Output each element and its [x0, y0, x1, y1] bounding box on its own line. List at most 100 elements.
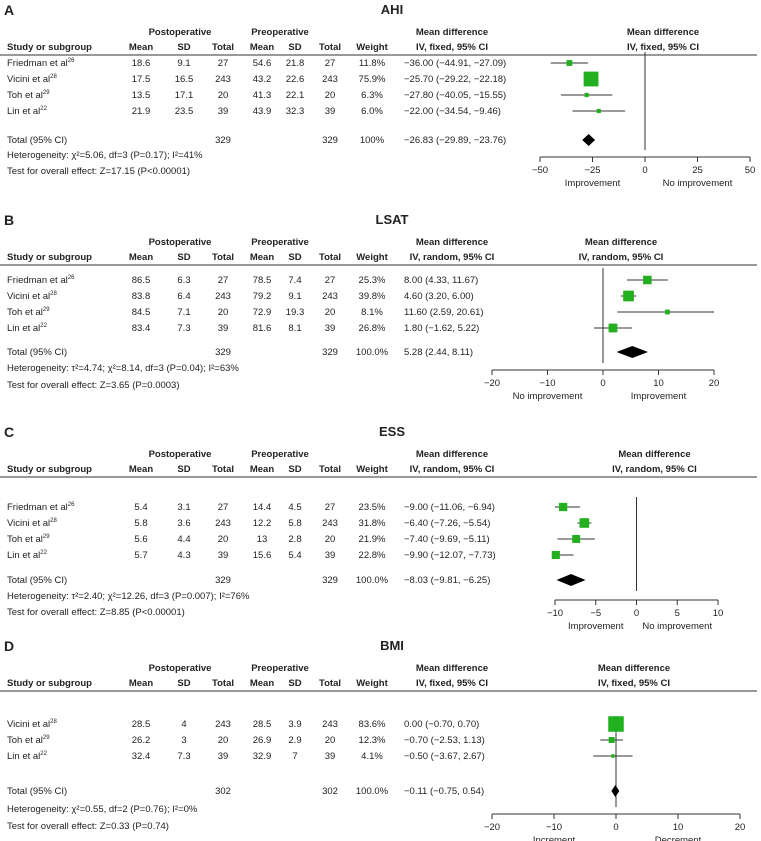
- panel-c-weight-marker: [572, 535, 581, 543]
- panel-a-total-ci: −26.83 (−29.89, −23.76): [404, 135, 506, 146]
- panel-b-ci-text: 4.60 (3.20, 6.00): [404, 291, 474, 302]
- panel-d-cell: 20: [218, 735, 229, 746]
- panel-a-x-tick-label: 25: [692, 165, 703, 176]
- panel-c-letter: C: [4, 424, 14, 440]
- panel-a-cell: 39: [218, 106, 229, 117]
- panel-b-weight-marker: [643, 275, 652, 285]
- panel-b-ci-text: 11.60 (2.59, 20.61): [404, 307, 484, 318]
- panel-a-cell: 243: [322, 74, 338, 85]
- panel-c-axis-left-label: Improvement: [568, 621, 624, 632]
- panel-c-cell: 2.8: [288, 534, 301, 545]
- panel-d-overall-effect: Test for overall effect: Z=0.33 (P=0.74): [7, 821, 169, 832]
- panel-a-study-ref: 28: [50, 74, 57, 80]
- panel-b-col-6: Total: [319, 252, 341, 263]
- panel-c-total-ci: −8.03 (−9.81, −6.25): [404, 575, 490, 586]
- panel-b-cell: 7.4: [288, 275, 301, 286]
- panel-c-md-subheader: IV, random, 95% CI: [410, 464, 495, 475]
- panel-c-cell: 20: [218, 534, 229, 545]
- panel-d-plot-subheader: IV, fixed, 95% CI: [598, 678, 670, 689]
- panel-a-cell: 39: [325, 106, 336, 117]
- panel-d-letter: D: [4, 638, 14, 654]
- panel-b-study-name: Lin et al22: [7, 323, 48, 334]
- panel-a-total-post: 329: [215, 135, 231, 146]
- panel-a-letter: A: [4, 2, 14, 18]
- panel-b-col-1: Mean: [129, 252, 153, 263]
- panel-d-col-5: SD: [288, 678, 301, 689]
- panel-a-study-name: Lin et al22: [7, 106, 48, 117]
- panel-a-cell: 22.6: [286, 74, 305, 85]
- panel-d-md-subheader: IV, fixed, 95% CI: [416, 678, 488, 689]
- panel-d-cell: 28.5: [132, 719, 151, 730]
- panel-a-overall-effect: Test for overall effect: Z=17.15 (P<0.00…: [7, 166, 190, 177]
- panel-a-study-name: Vicini et al28: [7, 74, 57, 85]
- panel-d-col-2: SD: [177, 678, 190, 689]
- panel-b-md-subheader: IV, random, 95% CI: [410, 252, 495, 263]
- panel-a-md-subheader: IV, fixed, 95% CI: [416, 42, 488, 53]
- panel-a-cell: 23.5: [175, 106, 194, 117]
- panel-d-col-6: Total: [319, 678, 341, 689]
- panel-a-cell: 6.0%: [361, 106, 383, 117]
- panel-d-cell: 3: [181, 735, 186, 746]
- panel-b-cell: 25.3%: [359, 275, 386, 286]
- panel-c-x-tick-label: 10: [713, 608, 724, 619]
- panel-b-md-header: Mean difference: [416, 237, 488, 248]
- panel-b-plot-subheader: IV, random, 95% CI: [579, 252, 664, 263]
- panel-c-study-ref: 29: [43, 534, 50, 540]
- panel-d-x-tick-label: 10: [673, 822, 684, 833]
- panel-d-col-4: Mean: [250, 678, 274, 689]
- panel-a-col-0: Study or subgroup: [7, 42, 92, 53]
- panel-d-cell: 28.5: [253, 719, 272, 730]
- panel-a-study-name: Friedman et al26: [7, 58, 75, 69]
- panel-a-cell: 20: [218, 90, 229, 101]
- panel-a-cell: 17.1: [175, 90, 194, 101]
- panel-c-x-tick-label: 5: [675, 608, 680, 619]
- panel-a-cell: 11.8%: [359, 58, 386, 69]
- panel-c-x-tick-label: 0: [634, 608, 639, 619]
- panel-a-col-2: SD: [177, 42, 190, 53]
- panel-d-total-ci: −0.11 (−0.75, 0.54): [404, 786, 484, 797]
- panel-d-cell: 32.9: [253, 751, 272, 762]
- panel-c-heterogeneity: Heterogeneity: τ²=2.40; χ²=12.26, df=3 (…: [7, 591, 250, 602]
- panel-c-col-4: Mean: [250, 464, 274, 475]
- panel-c-postop-header: Postoperative: [149, 449, 212, 460]
- panel-d-cell: 4.1%: [361, 751, 383, 762]
- panel-d-cell: 3.9: [288, 719, 301, 730]
- panel-b-cell: 83.4: [132, 323, 151, 334]
- panel-a-heterogeneity: Heterogeneity: χ²=5.06, df=3 (P=0.17); I…: [7, 150, 203, 161]
- panel-d-pooled-diamond: [611, 785, 620, 797]
- panel-d-total-label: Total (95% CI): [7, 786, 67, 797]
- panel-c-ci-text: −6.40 (−7.26, −5.54): [404, 518, 490, 529]
- panel-a-weight-marker: [596, 108, 601, 114]
- panel-d-total-pre: 302: [322, 786, 338, 797]
- panel-b-title: LSAT: [376, 212, 409, 227]
- panel-b-cell: 86.5: [132, 275, 151, 286]
- panel-a-col-4: Mean: [250, 42, 274, 53]
- panel-c-study-ref: 22: [40, 550, 47, 556]
- panel-b-axis-left-label: No improvement: [513, 391, 583, 402]
- panel-b-col-3: Total: [212, 252, 234, 263]
- panel-c-cell: 5.8: [288, 518, 301, 529]
- panel-b-study-ref: 26: [68, 275, 75, 281]
- panel-c-study-name: Friedman et al26: [7, 502, 75, 513]
- panel-c-col-2: SD: [177, 464, 190, 475]
- panel-b-heterogeneity: Heterogeneity: τ²=4.74; χ²=8.14, df=3 (P…: [7, 363, 239, 374]
- panel-a-x-tick-label: 50: [745, 165, 756, 176]
- panel-d-cell: 7: [292, 751, 297, 762]
- panel-a-study-ref: 26: [68, 58, 75, 64]
- panel-c-study-name: Toh et al29: [7, 534, 50, 545]
- panel-c-cell: 39: [325, 550, 336, 561]
- panel-d-cell: 243: [322, 719, 338, 730]
- panel-b-postop-header: Postoperative: [149, 237, 212, 248]
- panel-c-cell: 4.4: [177, 534, 190, 545]
- panel-c-study-name: Lin et al22: [7, 550, 48, 561]
- panel-d-cell: 39: [218, 751, 229, 762]
- panel-b-axis-right-label: Improvement: [631, 391, 687, 402]
- panel-c-cell: 3.6: [177, 518, 190, 529]
- panel-c-col-7: Weight: [356, 464, 388, 475]
- panel-d-study-name: Lin et al22: [7, 751, 48, 762]
- panel-b-cell: 243: [215, 291, 231, 302]
- panel-b-weight-marker: [664, 309, 670, 315]
- panel-c-pooled-diamond: [556, 574, 586, 586]
- panel-d-postop-header: Postoperative: [149, 663, 212, 674]
- panel-b-cell: 84.5: [132, 307, 151, 318]
